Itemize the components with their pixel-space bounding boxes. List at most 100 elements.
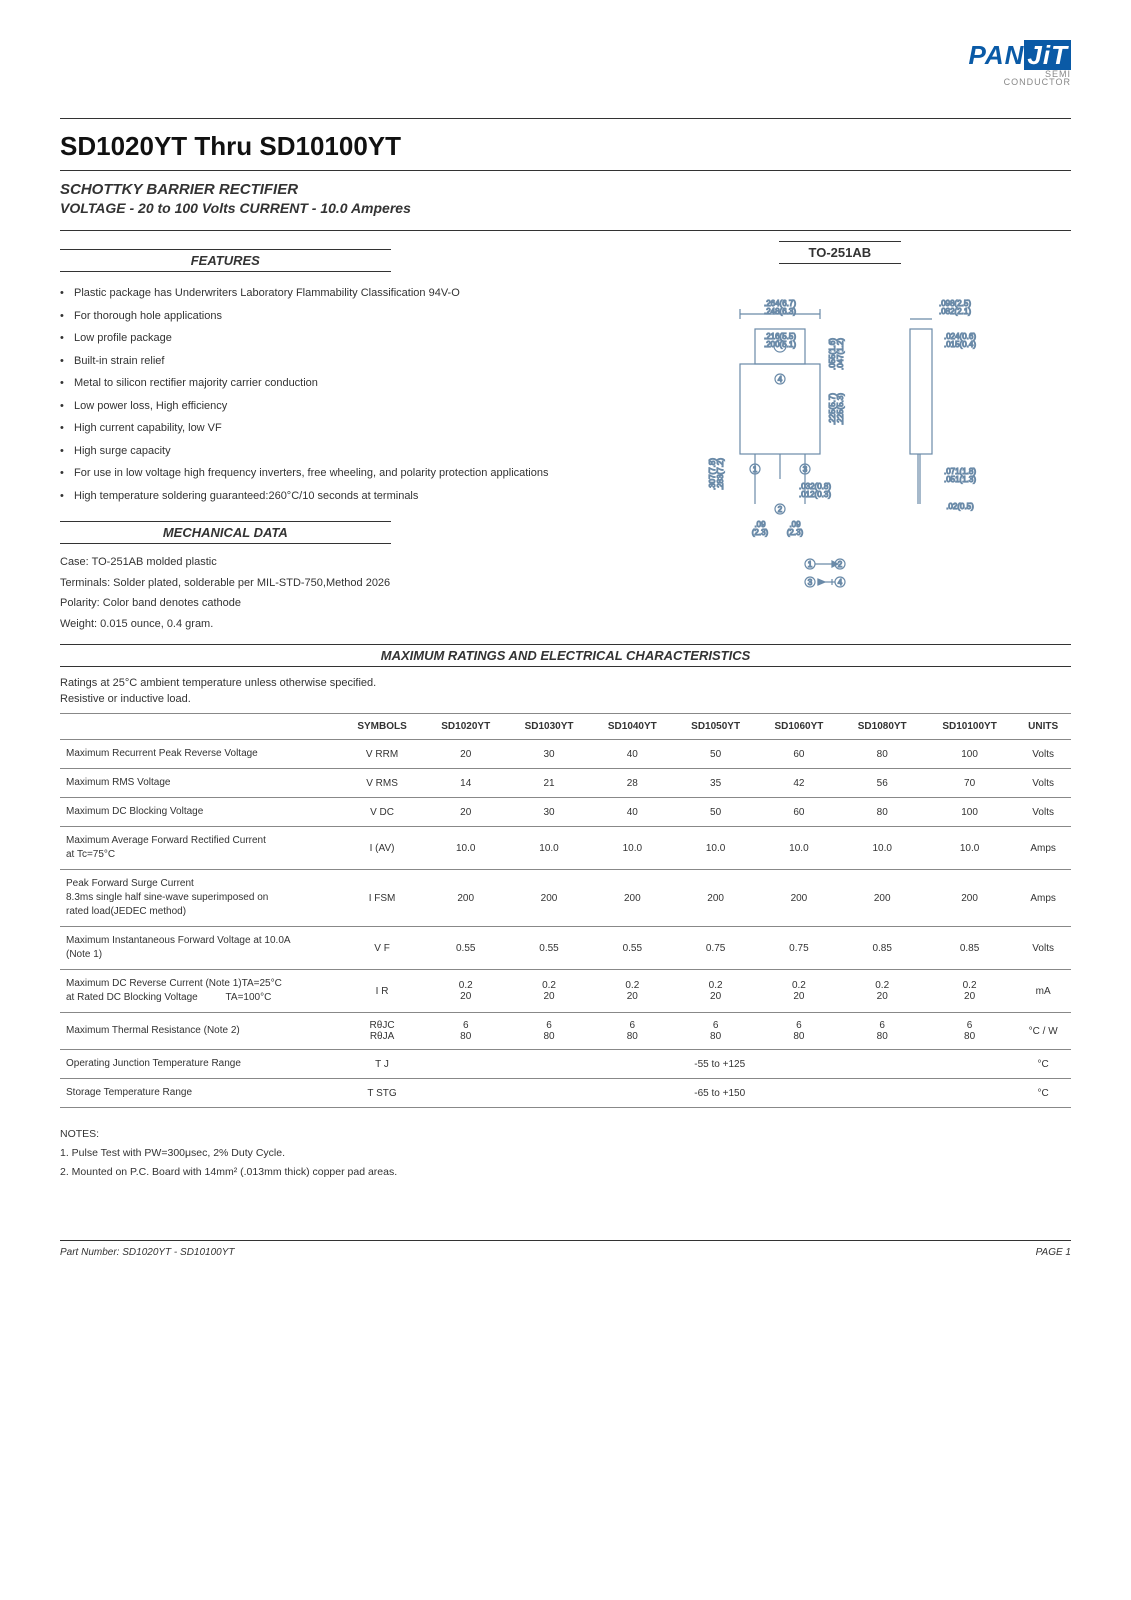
table-cell: 42 (757, 769, 840, 798)
svg-text:3: 3 (808, 578, 813, 587)
dim-d3b: .200(5.1) (764, 340, 796, 349)
table-row: Maximum DC Reverse Current (Note 1)TA=25… (60, 970, 1071, 1013)
feature-item: Low profile package (60, 327, 569, 350)
two-column-layout: FEATURES Plastic package has Underwriter… (60, 241, 1071, 636)
dim-d6b: .225(5.3) (836, 393, 845, 425)
table-cell: 0.55 (424, 927, 507, 970)
package-label: TO-251AB (779, 241, 902, 264)
dim-d9b: .012(0.3) (799, 490, 831, 499)
logo-sub2: CONDUCTOR (968, 77, 1071, 87)
dim-d2b: .082(2.1) (939, 307, 971, 316)
table-header: SYMBOLS (340, 714, 424, 740)
feature-item: High temperature soldering guaranteed:26… (60, 485, 569, 508)
table-row: Maximum RMS VoltageV RMS14212835425670Vo… (60, 769, 1071, 798)
notes-heading: NOTES: (60, 1126, 1071, 1143)
table-cell: 10.0 (841, 827, 924, 870)
ratings-intro-2: Resistive or inductive load. (60, 693, 1071, 705)
table-param: Maximum RMS Voltage (60, 769, 340, 798)
package-svg: 1 3 2 4 .264(6.7) .248(6.3) .098(2.5) . (660, 284, 1020, 604)
notes-block: NOTES: 1. Pulse Test with PW=300μsec, 2%… (60, 1126, 1071, 1180)
table-header: SD1060YT (757, 714, 840, 740)
table-cell: 30 (507, 798, 590, 827)
table-cell: 200 (424, 870, 507, 927)
table-cell: 35 (674, 769, 757, 798)
table-cell: 680 (757, 1013, 840, 1050)
logo: PANJiT SEMI CONDUCTOR (968, 40, 1071, 87)
ratings-table: SYMBOLS SD1020YT SD1030YT SD1040YT SD105… (60, 713, 1071, 1108)
dim-d10: .02(0.5) (946, 502, 974, 511)
table-cell: 0.220 (841, 970, 924, 1013)
ratings-heading: MAXIMUM RATINGS AND ELECTRICAL CHARACTER… (60, 644, 1071, 667)
subtitle-rule (60, 230, 1071, 231)
table-symbol: V RRM (340, 740, 424, 769)
svg-text:4: 4 (838, 578, 843, 587)
table-row: Maximum Average Forward Rectified Curren… (60, 827, 1071, 870)
table-cell: 80 (841, 798, 924, 827)
main-title: SD1020YT Thru SD10100YT (60, 131, 1071, 162)
table-cell: 200 (591, 870, 674, 927)
table-cell: 100 (924, 740, 1015, 769)
table-header: SD1080YT (841, 714, 924, 740)
feature-item: High surge capacity (60, 440, 569, 463)
feature-item: For thorough hole applications (60, 305, 569, 328)
table-cell: 0.220 (424, 970, 507, 1013)
note-line: 1. Pulse Test with PW=300μsec, 2% Duty C… (60, 1145, 1071, 1162)
table-cell: 680 (674, 1013, 757, 1050)
feature-item: For use in low voltage high frequency in… (60, 462, 569, 485)
table-cell: 40 (591, 798, 674, 827)
table-param: Maximum Average Forward Rectified Curren… (60, 827, 340, 870)
svg-text:3: 3 (803, 465, 808, 474)
table-header: SD10100YT (924, 714, 1015, 740)
svg-text:1: 1 (753, 465, 758, 474)
table-cell: 30 (507, 740, 590, 769)
table-unit: Amps (1015, 827, 1071, 870)
mechdata-line: Case: TO-251AB molded plastic (60, 554, 569, 571)
feature-item: Metal to silicon rectifier majority carr… (60, 372, 569, 395)
table-header-row: SYMBOLS SD1020YT SD1030YT SD1040YT SD105… (60, 714, 1071, 740)
table-symbol: T STG (340, 1079, 424, 1108)
table-cell: 10.0 (424, 827, 507, 870)
table-cell: 680 (841, 1013, 924, 1050)
table-cell: 200 (841, 870, 924, 927)
table-cell: 20 (424, 798, 507, 827)
table-row: Operating Junction Temperature RangeT J-… (60, 1050, 1071, 1079)
table-row: Peak Forward Surge Current8.3ms single h… (60, 870, 1071, 927)
subtitle: SCHOTTKY BARRIER RECTIFIER (60, 181, 1071, 198)
table-param: Maximum Thermal Resistance (Note 2) (60, 1013, 340, 1050)
table-symbol: I R (340, 970, 424, 1013)
table-param: Maximum DC Blocking Voltage (60, 798, 340, 827)
table-row: Maximum DC Blocking VoltageV DC203040506… (60, 798, 1071, 827)
table-unit: °C (1015, 1050, 1071, 1079)
svg-text:1: 1 (808, 560, 813, 569)
table-cell: 680 (507, 1013, 590, 1050)
table-row: Maximum Recurrent Peak Reverse VoltageV … (60, 740, 1071, 769)
table-cell: 50 (674, 798, 757, 827)
table-unit: °C (1015, 1079, 1071, 1108)
table-param: Maximum DC Reverse Current (Note 1)TA=25… (60, 970, 340, 1013)
table-cell: 0.55 (507, 927, 590, 970)
mechdata-line: Weight: 0.015 ounce, 0.4 gram. (60, 616, 569, 633)
table-unit: °C / W (1015, 1013, 1071, 1050)
table-cell: 0.75 (674, 927, 757, 970)
table-cell: 40 (591, 740, 674, 769)
table-header-blank (60, 714, 340, 740)
table-cell: 28 (591, 769, 674, 798)
table-cell: 70 (924, 769, 1015, 798)
table-cell: 100 (924, 798, 1015, 827)
table-symbol: I FSM (340, 870, 424, 927)
logo-text: PANJiT (968, 40, 1071, 71)
table-body: Maximum Recurrent Peak Reverse VoltageV … (60, 740, 1071, 1108)
dim-d1b: .248(6.3) (764, 307, 796, 316)
title-rule (60, 170, 1071, 171)
table-span-cell: -65 to +150 (424, 1079, 1015, 1108)
features-heading: FEATURES (60, 249, 391, 272)
mechdata-block: Case: TO-251AB molded plastic Terminals:… (60, 554, 569, 632)
table-param: Maximum Instantaneous Forward Voltage at… (60, 927, 340, 970)
table-unit: mA (1015, 970, 1071, 1013)
mechdata-heading: MECHANICAL DATA (60, 521, 391, 544)
table-header: SD1020YT (424, 714, 507, 740)
svg-text:4: 4 (778, 375, 783, 384)
table-cell: 10.0 (507, 827, 590, 870)
table-row: Maximum Instantaneous Forward Voltage at… (60, 927, 1071, 970)
footer-right: PAGE 1 (1036, 1247, 1071, 1258)
